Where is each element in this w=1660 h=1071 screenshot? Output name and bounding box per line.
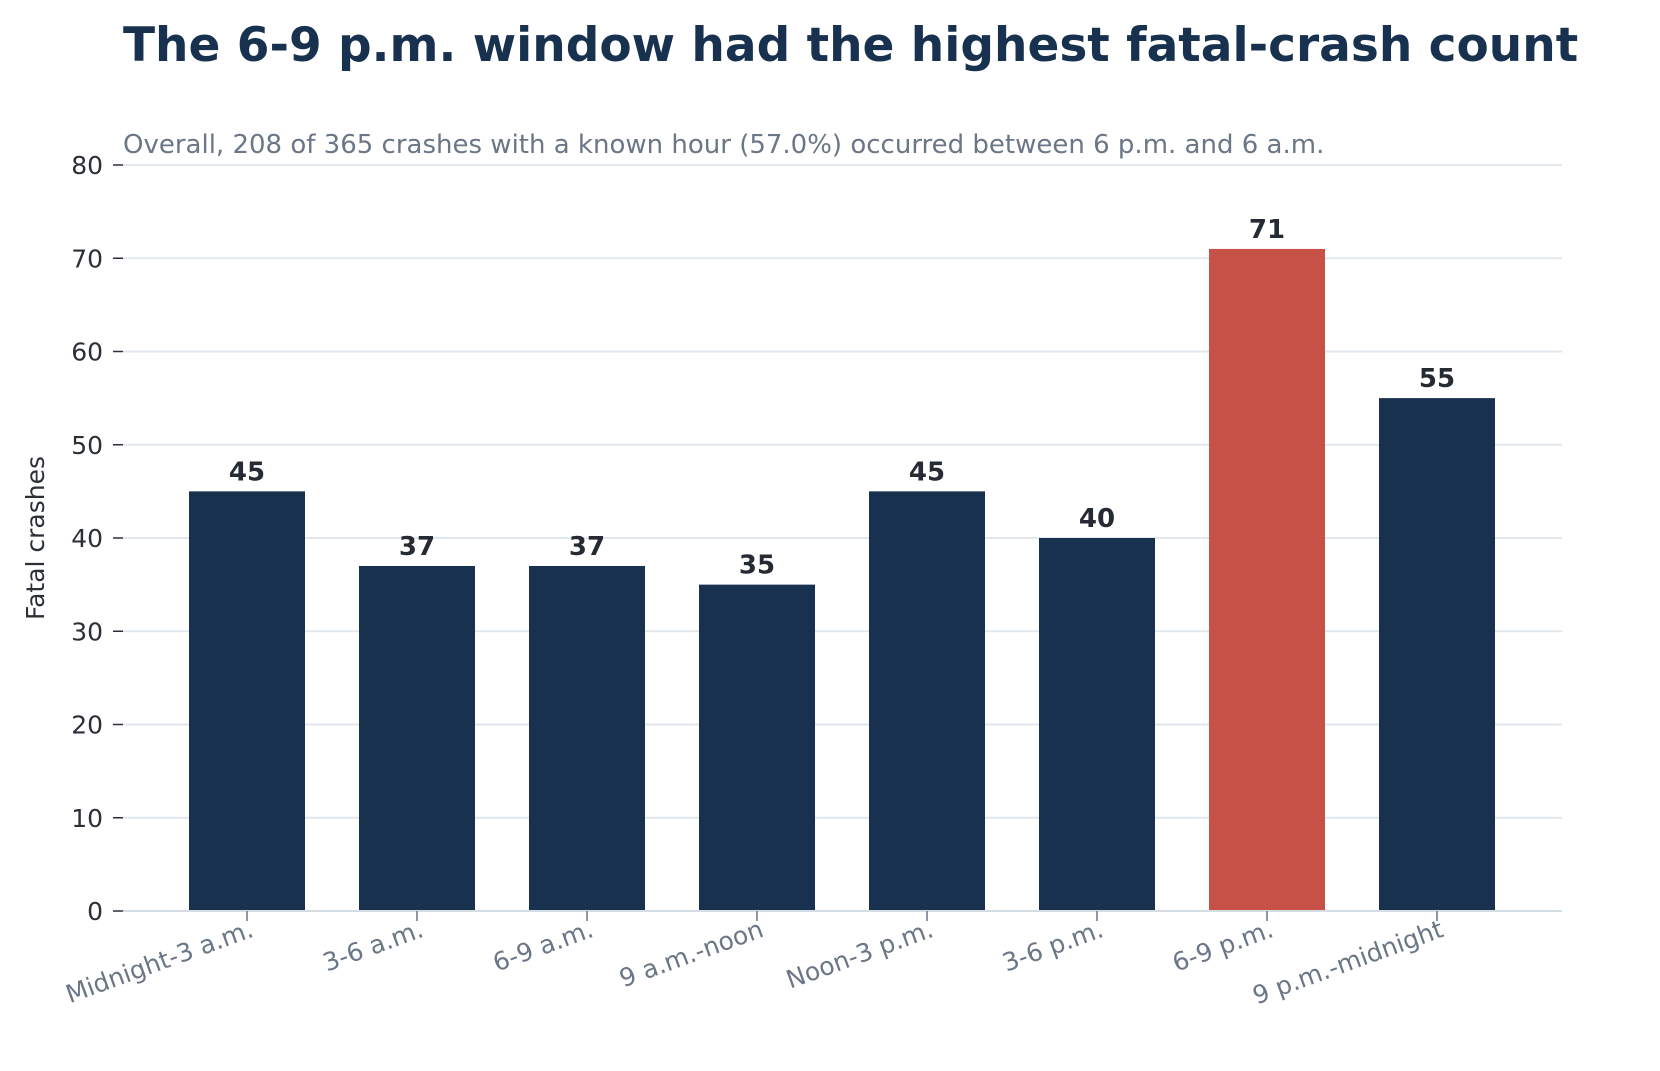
bar — [359, 565, 475, 911]
y-axis-label: Fatal crashes — [21, 456, 50, 620]
bar-value-label: 37 — [569, 532, 605, 562]
chart-title: The 6-9 p.m. window had the highest fata… — [123, 18, 1578, 73]
bar-value-label: 37 — [399, 532, 435, 562]
value-labels: 45 37 37 35 45 40 71 55 — [229, 215, 1455, 581]
x-tick-label: 9 p.m.-midnight — [1249, 914, 1447, 1010]
bars — [189, 248, 1495, 912]
y-axis: 0 10 20 30 40 50 60 70 80 — [71, 151, 1562, 926]
y-tick-label: 80 — [71, 151, 103, 180]
y-tick-label: 60 — [71, 338, 103, 367]
bar-value-label: 55 — [1419, 364, 1455, 394]
bar — [1379, 398, 1495, 911]
chart-subtitle: Overall, 208 of 365 crashes with a known… — [123, 130, 1324, 160]
y-tick-label: 20 — [71, 711, 103, 740]
x-axis: Midnight-3 a.m. 3-6 a.m. 6-9 a.m. 9 a.m.-no… — [62, 911, 1447, 1010]
x-tick-label: 3-6 a.m. — [319, 914, 427, 977]
y-tick-label: 40 — [71, 524, 103, 553]
bar-value-label: 71 — [1249, 215, 1285, 245]
bar — [529, 565, 645, 911]
y-tick-label: 50 — [71, 431, 103, 460]
bar-value-label: 45 — [229, 457, 265, 487]
y-tick-label: 70 — [71, 244, 103, 273]
bar — [1039, 538, 1155, 911]
x-tick-label: 9 a.m.-noon — [615, 914, 767, 993]
bar — [699, 584, 815, 911]
x-tick-label: 6-9 a.m. — [489, 914, 597, 977]
gridlines — [123, 164, 1562, 819]
bar — [1209, 248, 1325, 912]
y-tick-label: 0 — [87, 897, 103, 926]
bar-value-label: 35 — [739, 551, 775, 581]
x-tick-label: Noon-3 p.m. — [782, 914, 937, 994]
y-tick-label: 30 — [71, 617, 103, 646]
x-tick-label: 6-9 p.m. — [1169, 914, 1277, 977]
bar-value-label: 40 — [1079, 504, 1115, 534]
x-tick-label: Midnight-3 a.m. — [62, 914, 257, 1009]
bar — [869, 491, 985, 911]
bar — [189, 491, 305, 911]
x-tick-label: 3-6 p.m. — [999, 914, 1107, 977]
y-tick-label: 10 — [71, 804, 103, 833]
bar-value-label: 45 — [909, 457, 945, 487]
